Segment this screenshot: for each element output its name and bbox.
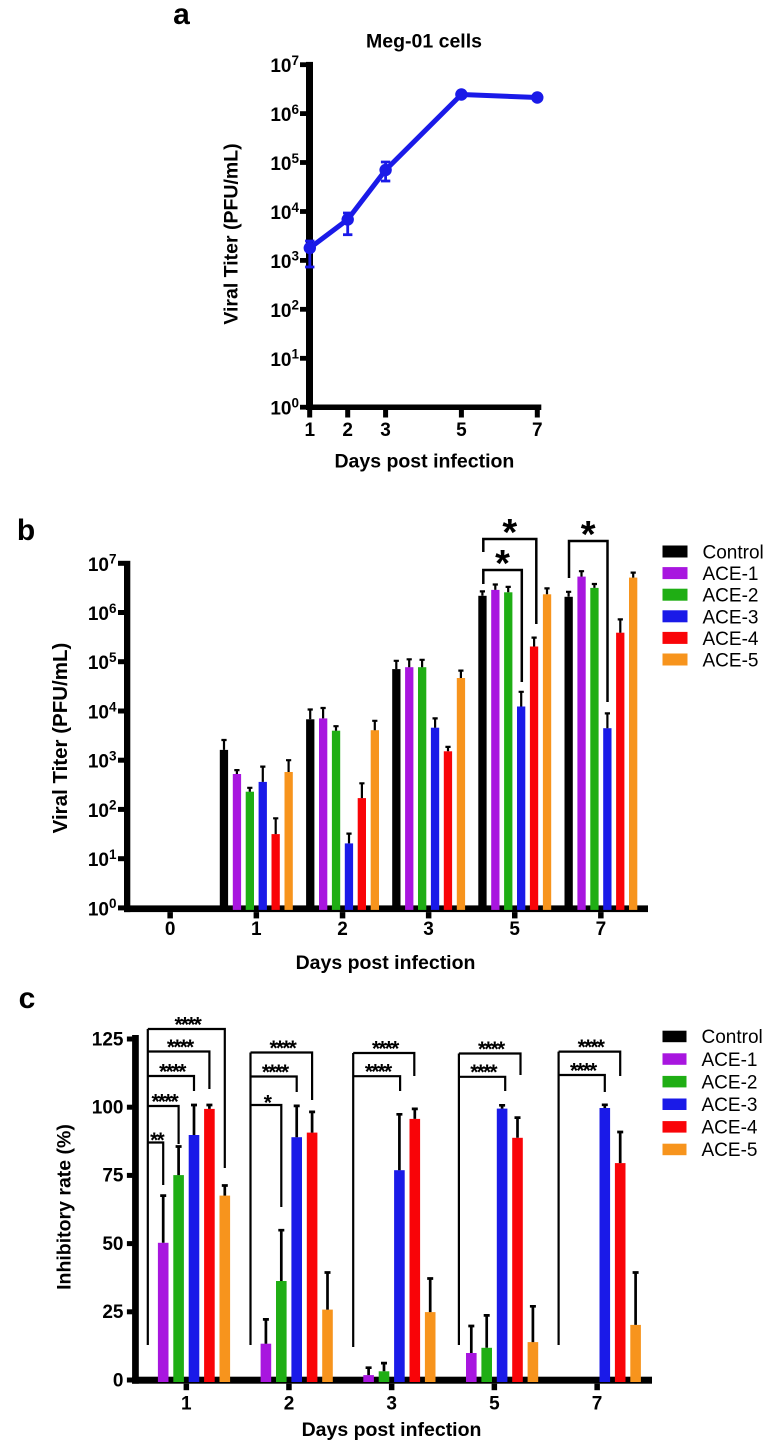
svg-text:****: **** bbox=[151, 1090, 179, 1113]
svg-text:2: 2 bbox=[284, 1394, 295, 1415]
svg-text:ACE-3: ACE-3 bbox=[703, 607, 759, 628]
svg-text:****: **** bbox=[478, 1038, 506, 1061]
svg-text:Days post infection: Days post infection bbox=[302, 1419, 482, 1441]
svg-text:ACE-5: ACE-5 bbox=[702, 1140, 758, 1161]
svg-text:****: **** bbox=[175, 1013, 203, 1036]
svg-text:ACE-4: ACE-4 bbox=[703, 629, 759, 650]
svg-text:*: * bbox=[581, 514, 596, 556]
svg-text:3: 3 bbox=[423, 919, 434, 940]
svg-text:ACE-1: ACE-1 bbox=[702, 1050, 758, 1071]
svg-text:75: 75 bbox=[102, 1166, 124, 1187]
svg-text:****: **** bbox=[159, 1060, 187, 1083]
svg-text:7: 7 bbox=[596, 919, 607, 940]
svg-text:5: 5 bbox=[489, 1394, 500, 1415]
svg-text:****: **** bbox=[365, 1061, 393, 1084]
svg-text:Control: Control bbox=[703, 543, 764, 564]
svg-text:****: **** bbox=[570, 1059, 598, 1082]
svg-text:Control: Control bbox=[702, 1027, 763, 1048]
svg-text:Viral Titer (PFU/mL): Viral Titer (PFU/mL) bbox=[221, 143, 243, 324]
svg-text:1: 1 bbox=[305, 420, 316, 441]
svg-text:ACE-2: ACE-2 bbox=[703, 586, 759, 607]
svg-text:ACE-1: ACE-1 bbox=[703, 564, 759, 585]
svg-text:*: * bbox=[495, 543, 510, 585]
svg-text:****: **** bbox=[470, 1061, 498, 1084]
svg-text:7: 7 bbox=[592, 1394, 603, 1415]
svg-text:1: 1 bbox=[181, 1394, 192, 1415]
svg-text:****: **** bbox=[372, 1037, 400, 1060]
svg-text:3: 3 bbox=[380, 420, 391, 441]
svg-text:Meg-01 cells: Meg-01 cells bbox=[366, 31, 482, 53]
svg-text:50: 50 bbox=[102, 1234, 123, 1255]
svg-text:25: 25 bbox=[102, 1302, 124, 1323]
svg-text:2: 2 bbox=[342, 420, 353, 441]
svg-text:ACE-2: ACE-2 bbox=[702, 1072, 758, 1093]
svg-text:5: 5 bbox=[456, 420, 467, 441]
svg-text:100: 100 bbox=[92, 1098, 124, 1119]
svg-text:ACE-4: ACE-4 bbox=[702, 1118, 758, 1139]
svg-text:a: a bbox=[173, 0, 190, 31]
svg-text:3: 3 bbox=[386, 1394, 397, 1415]
svg-text:7: 7 bbox=[532, 420, 543, 441]
svg-text:0: 0 bbox=[113, 1370, 124, 1391]
svg-text:Days post infection: Days post infection bbox=[334, 451, 514, 473]
svg-text:c: c bbox=[19, 982, 36, 1015]
svg-text:2: 2 bbox=[337, 919, 348, 940]
svg-text:****: **** bbox=[270, 1037, 298, 1060]
svg-text:125: 125 bbox=[92, 1029, 124, 1050]
svg-text:5: 5 bbox=[509, 919, 520, 940]
svg-text:ACE-5: ACE-5 bbox=[703, 651, 759, 672]
svg-text:Viral Titer (PFU/mL): Viral Titer (PFU/mL) bbox=[49, 643, 72, 834]
svg-text:1: 1 bbox=[251, 919, 262, 940]
svg-text:0: 0 bbox=[165, 919, 176, 940]
svg-text:106: 106 bbox=[270, 102, 299, 126]
svg-text:****: **** bbox=[167, 1036, 195, 1059]
svg-text:Days post infection: Days post infection bbox=[296, 952, 476, 974]
svg-text:ACE-3: ACE-3 bbox=[702, 1095, 758, 1116]
svg-text:*: * bbox=[264, 1091, 273, 1114]
svg-text:*: * bbox=[502, 512, 517, 554]
svg-text:****: **** bbox=[578, 1036, 606, 1059]
svg-text:****: **** bbox=[262, 1061, 290, 1084]
svg-text:b: b bbox=[17, 514, 35, 547]
svg-text:Inhibitory rate (%): Inhibitory rate (%) bbox=[54, 1124, 76, 1290]
